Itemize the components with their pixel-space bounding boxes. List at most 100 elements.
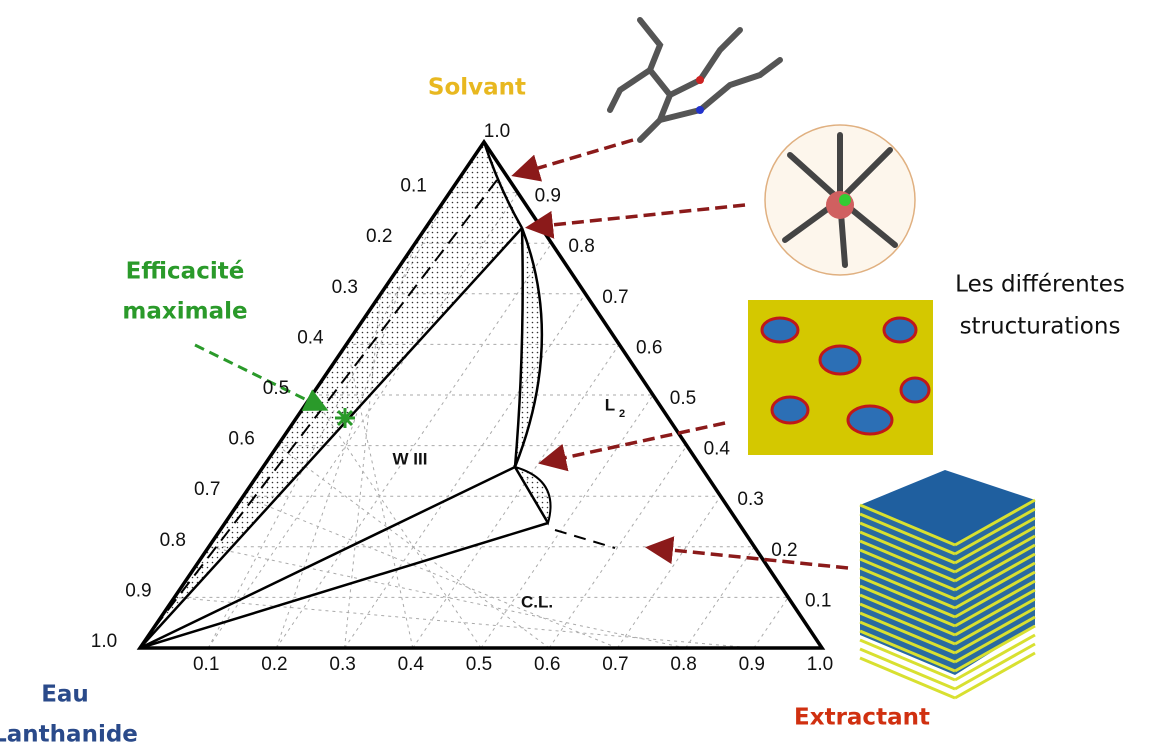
tick-label: 0.1 (400, 176, 426, 197)
grid-line (480, 394, 654, 649)
grid-line (311, 394, 482, 649)
stripe (954, 588, 1036, 637)
molecule-image (607, 17, 783, 143)
stripe (954, 552, 1036, 601)
grid-line (412, 344, 620, 649)
arrows (511, 138, 849, 570)
lamellar-image (859, 470, 1036, 700)
tick-label: 0.8 (670, 654, 696, 675)
tick-label: 0.9 (125, 580, 151, 601)
tick-label: 0.9 (535, 186, 561, 207)
stripe (954, 516, 1036, 565)
tick-label: 0.5 (263, 378, 289, 399)
corner-label: Extractant (794, 705, 930, 731)
structures-label: Les différentes (955, 272, 1125, 298)
stripe (859, 512, 956, 556)
tick-label: 0.1 (193, 654, 219, 675)
tick-label: 0.8 (160, 530, 186, 551)
stripe (859, 557, 956, 601)
grid-line (548, 445, 688, 649)
micelle-image (764, 124, 916, 276)
grid-line (753, 597, 789, 649)
tick-label: 1.0 (807, 654, 833, 675)
max-star (335, 408, 355, 428)
stripe (954, 606, 1036, 655)
grid-line (616, 495, 722, 649)
stripe (954, 561, 1036, 610)
tick-label: 0.2 (771, 540, 797, 561)
stripe (954, 534, 1036, 583)
corner-label: Eau (41, 682, 89, 708)
stripe (859, 530, 956, 574)
structures-label: structurations (960, 314, 1121, 340)
stripe (954, 525, 1036, 574)
stripe (954, 633, 1036, 682)
stripe (954, 570, 1036, 619)
tick-label: 0.5 (466, 654, 492, 675)
stripe (859, 584, 956, 628)
tick-label: 0.4 (398, 654, 425, 675)
stripe (954, 651, 1036, 700)
tick-label: 0.3 (329, 654, 355, 675)
stripe (954, 507, 1036, 556)
region-label: L (605, 395, 615, 414)
tick-label: 0.9 (739, 654, 765, 675)
stripe (954, 597, 1036, 646)
tick-label: 0.7 (194, 479, 220, 500)
tick-label: 0.4 (297, 327, 324, 348)
stripe (954, 642, 1036, 691)
tick-label: 0.7 (602, 654, 628, 675)
stripe (859, 602, 956, 646)
grid-line (174, 596, 754, 649)
grid-line (275, 243, 416, 649)
corner-label: Solvant (428, 75, 526, 101)
grid-line (208, 546, 686, 649)
stripe (859, 503, 956, 547)
tick-label: 0.3 (737, 489, 763, 510)
region-label: C.L. (521, 592, 553, 611)
stripe (859, 539, 956, 583)
stripe (859, 521, 956, 565)
tick-label: 1.0 (91, 631, 117, 652)
stripe (859, 638, 956, 682)
bicontinuous-image (748, 300, 933, 455)
grid-line (243, 495, 618, 649)
tick-label: 0.1 (805, 590, 831, 611)
tick-label: 0.6 (228, 429, 254, 450)
tick-label: 0.2 (261, 654, 287, 675)
stripe (859, 629, 956, 673)
tick-label: 0.4 (704, 439, 731, 460)
stripe (859, 593, 956, 637)
grid-line (344, 293, 586, 649)
stripe (859, 566, 956, 610)
tick-label: 0.2 (366, 226, 392, 247)
stripe (954, 579, 1036, 628)
grid-line (277, 445, 550, 649)
stripe (859, 620, 956, 664)
stripe (954, 624, 1036, 673)
region-label: 2 (619, 408, 625, 420)
tick-label: 0.6 (534, 654, 560, 675)
tick-label: 0.6 (636, 337, 662, 358)
tick-label: 0.5 (670, 388, 696, 409)
annotation: maximale (122, 299, 247, 325)
tick-label: 0.3 (332, 277, 358, 298)
region-label: W III (393, 449, 428, 468)
stripe (859, 575, 956, 619)
stripe (954, 543, 1036, 592)
stripe (859, 656, 956, 700)
annotation: Efficacité (126, 259, 245, 285)
stripe (859, 548, 956, 592)
stripe (954, 498, 1036, 547)
tick-label: 0.7 (602, 287, 628, 308)
tick-label: 0.8 (568, 236, 594, 257)
phase-boundaries (139, 141, 616, 650)
stripe (954, 615, 1036, 664)
corner-label: Lanthanide (0, 722, 138, 748)
tick-label: 1.0 (484, 121, 510, 142)
stripe (859, 647, 956, 691)
grid-line (275, 242, 553, 649)
stripe (859, 611, 956, 655)
arrow (194, 343, 329, 411)
